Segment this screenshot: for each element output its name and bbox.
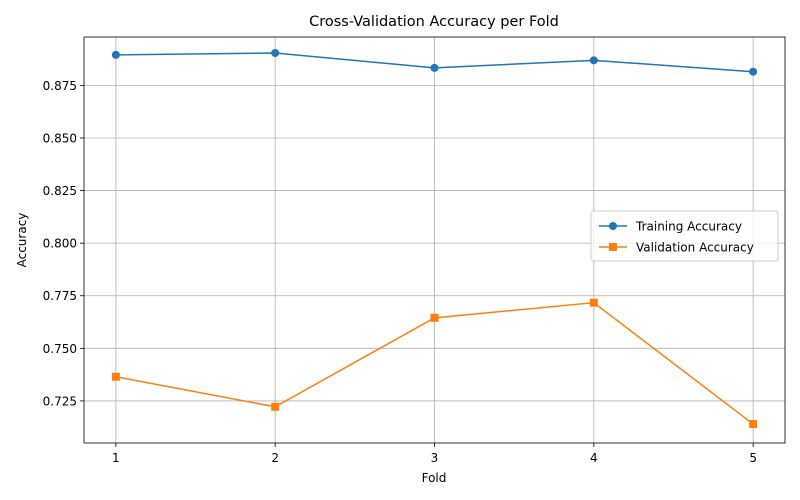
y-tick-label: 0.800 [43,237,77,251]
chart-title: Cross-Validation Accuracy per Fold [309,14,559,30]
training-data-point [749,67,758,76]
training-data-point [589,56,598,65]
legend-label: Validation Accuracy [636,241,754,255]
x-tick-label: 2 [271,451,279,465]
x-axis-title: Fold [422,471,447,485]
legend-marker [609,222,617,230]
validation-data-point [589,298,598,307]
legend-box [590,210,779,262]
y-axis-title: Accuracy [15,213,29,268]
validation-data-point [111,372,120,381]
axis-ticks: 1 2 3 4 5 0.725 0.750 0.775 0.800 0.825 0.850 0.875 [43,79,757,465]
validation-data-point [271,402,280,411]
y-tick-label: 0.750 [43,342,77,356]
grid-lines [84,37,785,443]
y-tick-label: 0.825 [43,184,77,198]
series-layer [111,48,758,429]
legend-marker [609,243,617,251]
training-data-point [111,50,120,59]
y-tick-label: 0.850 [43,131,77,145]
x-tick-label: 1 [112,451,120,465]
y-tick-label: 0.775 [43,289,77,303]
validation-data-point [430,313,439,322]
x-tick-label: 4 [590,451,598,465]
training-data-point [430,63,439,72]
validation-data-point [749,420,758,429]
x-tick-label: 3 [431,451,439,465]
training-data-point [271,48,280,57]
legend: Training Accuracy Validation Accuracy [590,210,779,262]
y-tick-label: 0.875 [43,79,77,93]
y-tick-label: 0.725 [43,394,77,408]
x-tick-label: 5 [749,451,757,465]
legend-label: Training Accuracy [635,220,742,234]
